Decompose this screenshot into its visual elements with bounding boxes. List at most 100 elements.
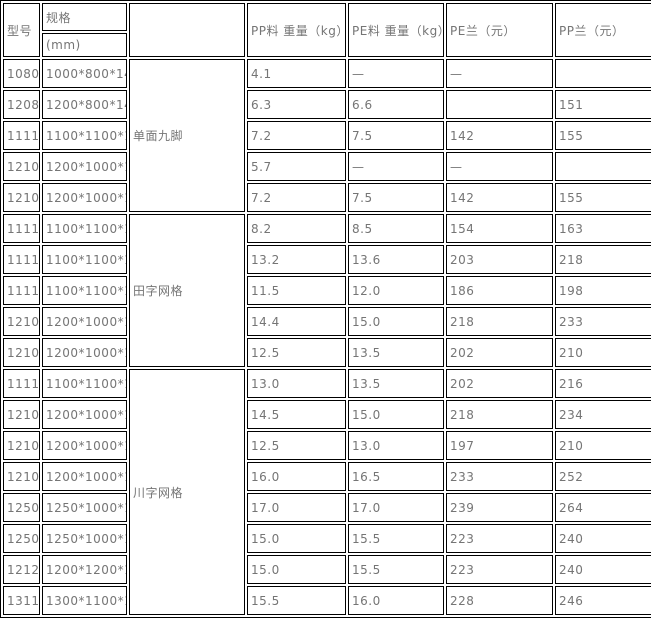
header-spec-unit: (mm) <box>42 33 127 57</box>
header-pp-price: PP兰（元） <box>555 3 651 57</box>
cell-pe-weight: 15.0 <box>348 307 444 336</box>
header-row-1: 型号 规格 PP料 重量（kg） PE料 重量（kg） PE兰（元） PP兰（元… <box>3 3 651 57</box>
cell-pp-price <box>555 59 651 88</box>
cell-pe-weight: — <box>348 59 444 88</box>
cell-spec: 1200*1000*150 <box>42 400 127 429</box>
cell-pp-weight: 4.1 <box>247 59 346 88</box>
cell-model: 1208 <box>3 90 40 119</box>
header-spec: 规格 <box>42 3 127 31</box>
header-pe-weight: PE料 重量（kg） <box>348 3 444 57</box>
cell-pe-price: 142 <box>446 121 553 150</box>
cell-pp-price: 246 <box>555 586 651 615</box>
cell-model: 1210B <box>3 431 40 460</box>
cell-pe-weight: 16.5 <box>348 462 444 491</box>
cell-category: 田字网格 <box>129 214 245 367</box>
cell-pp-weight: 17.0 <box>247 493 346 522</box>
cell-pp-weight: 13.0 <box>247 369 346 398</box>
cell-spec: 1250*1000*150 <box>42 524 127 553</box>
cell-spec: 1200*1000*140 <box>42 152 127 181</box>
cell-model: 1111C <box>3 276 40 305</box>
cell-pe-price: 218 <box>446 400 553 429</box>
cell-pp-weight: 15.0 <box>247 555 346 584</box>
cell-model: 1111A <box>3 245 40 274</box>
cell-category: 单面九脚 <box>129 59 245 212</box>
cell-pe-weight: 8.5 <box>348 214 444 243</box>
cell-pe-weight: 15.0 <box>348 400 444 429</box>
cell-pp-price: 155 <box>555 121 651 150</box>
header-category <box>129 3 245 57</box>
cell-pe-price: 239 <box>446 493 553 522</box>
cell-pp-price <box>555 152 651 181</box>
cell-model: 1250B <box>3 524 40 553</box>
cell-pp-weight: 8.2 <box>247 214 346 243</box>
cell-model: 1311 <box>3 586 40 615</box>
cell-spec: 1300*1100*150 <box>42 586 127 615</box>
cell-pe-weight: 16.0 <box>348 586 444 615</box>
cell-spec: 1000*800*140 <box>42 59 127 88</box>
table-body: 10801000*800*140单面九脚4.1——12081200*800*14… <box>3 59 651 615</box>
cell-pp-price: 163 <box>555 214 651 243</box>
cell-model: 1210B <box>3 338 40 367</box>
header-pe-price: PE兰（元） <box>446 3 553 57</box>
cell-pp-weight: 12.5 <box>247 338 346 367</box>
cell-pe-price: 202 <box>446 369 553 398</box>
cell-pp-price: 233 <box>555 307 651 336</box>
cell-model: 1212 <box>3 555 40 584</box>
cell-pe-price: 218 <box>446 307 553 336</box>
cell-pe-price: 223 <box>446 555 553 584</box>
cell-pp-price: 210 <box>555 431 651 460</box>
cell-pe-weight: 7.5 <box>348 183 444 212</box>
cell-pe-weight: 15.5 <box>348 555 444 584</box>
cell-pe-price: 142 <box>446 183 553 212</box>
cell-spec: 1200*1000*150 <box>42 431 127 460</box>
cell-pe-weight: 13.5 <box>348 369 444 398</box>
cell-spec: 1250*1000*150 <box>42 493 127 522</box>
cell-pp-weight: 5.7 <box>247 152 346 181</box>
cell-pp-weight: 11.5 <box>247 276 346 305</box>
cell-pe-weight: 12.0 <box>348 276 444 305</box>
cell-model: 1210 <box>3 152 40 181</box>
cell-model: 1210A <box>3 400 40 429</box>
cell-spec: 1200*1000*150 <box>42 462 127 491</box>
cell-pp-weight: 6.3 <box>247 90 346 119</box>
cell-spec: 1100*1100*150 <box>42 245 127 274</box>
cell-pp-weight: 7.2 <box>247 121 346 150</box>
cell-pe-price: 233 <box>446 462 553 491</box>
cell-pe-price: 228 <box>446 586 553 615</box>
cell-model: 1080 <box>3 59 40 88</box>
header-pp-weight: PP料 重量（kg） <box>247 3 346 57</box>
cell-model: 1111 <box>3 121 40 150</box>
cell-pe-price: 154 <box>446 214 553 243</box>
cell-pp-price: 240 <box>555 555 651 584</box>
cell-pp-weight: 12.5 <box>247 431 346 460</box>
cell-pp-price: 240 <box>555 524 651 553</box>
cell-pe-weight: 6.6 <box>348 90 444 119</box>
cell-pe-weight: — <box>348 152 444 181</box>
cell-pe-weight: 7.5 <box>348 121 444 150</box>
cell-pp-price: 234 <box>555 400 651 429</box>
cell-pe-price: 197 <box>446 431 553 460</box>
cell-model: 1111 <box>3 369 40 398</box>
cell-model: 1250A <box>3 493 40 522</box>
cell-pp-weight: 14.4 <box>247 307 346 336</box>
cell-pp-price: 198 <box>555 276 651 305</box>
cell-pp-price: 216 <box>555 369 651 398</box>
cell-spec: 1200*800*140 <box>42 90 127 119</box>
cell-pe-price <box>446 90 553 119</box>
cell-pp-price: 155 <box>555 183 651 212</box>
cell-pp-price: 264 <box>555 493 651 522</box>
